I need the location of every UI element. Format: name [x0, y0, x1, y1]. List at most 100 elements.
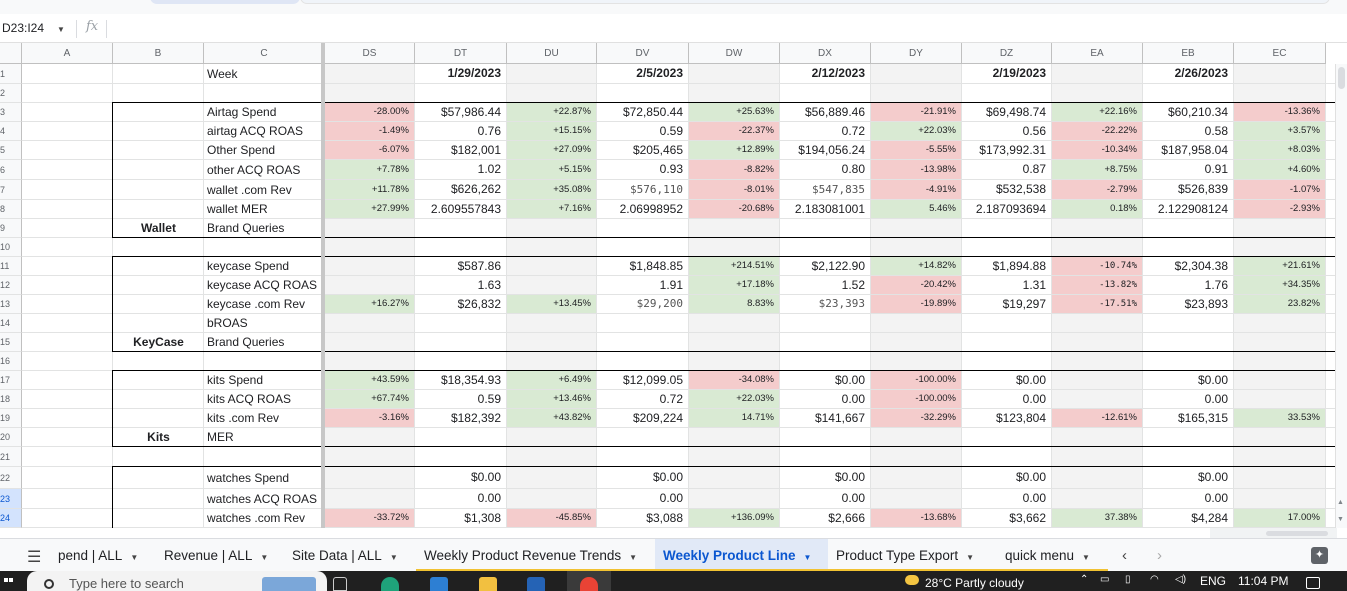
value-cell[interactable]: $123,804 [995, 411, 1046, 425]
pct-change-cell[interactable] [325, 84, 414, 102]
pct-change-cell[interactable]: +25.63% [689, 103, 779, 121]
value-cell[interactable]: 1.63 [477, 278, 501, 292]
value-cell[interactable] [597, 238, 688, 256]
sheet-tab[interactable]: Product Type Export ▼ [828, 539, 997, 572]
chevron-down-icon[interactable]: ▼ [260, 553, 269, 562]
pct-change-cell[interactable] [1052, 84, 1142, 102]
row-label[interactable]: bROAS [207, 316, 248, 330]
pct-change-cell[interactable] [325, 467, 414, 488]
pct-change-cell[interactable]: +13.45% [507, 295, 596, 313]
tab-scroll-right-icon[interactable]: › [1157, 547, 1162, 564]
row-header[interactable]: 23 [0, 489, 22, 509]
pct-change-cell[interactable]: -1.07% [1234, 180, 1325, 199]
volume-icon[interactable]: ◁) [1175, 574, 1187, 585]
row-header[interactable]: 5 [0, 141, 22, 160]
vertical-scrollbar[interactable] [1335, 64, 1347, 528]
pct-change-cell[interactable]: -19.89% [871, 295, 961, 313]
value-cell[interactable] [597, 447, 688, 466]
value-cell[interactable]: 0.00 [841, 392, 865, 406]
row-label[interactable]: kits Spend [207, 373, 264, 387]
value-cell[interactable] [962, 447, 1051, 466]
row-header[interactable]: 22 [0, 467, 22, 489]
pct-change-cell[interactable]: -10.34% [1052, 141, 1142, 159]
pct-change-cell[interactable]: 5.46% [871, 200, 961, 218]
pct-change-cell[interactable] [325, 352, 414, 370]
pct-change-cell[interactable]: +136.09% [689, 509, 779, 527]
pct-change-cell[interactable] [507, 447, 596, 466]
column-header[interactable]: C [204, 43, 325, 64]
pct-change-cell[interactable] [1052, 489, 1142, 508]
value-cell[interactable]: $26,832 [457, 297, 501, 311]
vertical-scroll-thumb[interactable] [1338, 67, 1345, 89]
pct-change-cell[interactable] [1052, 64, 1142, 83]
value-cell[interactable]: 0.56 [1022, 124, 1046, 138]
value-cell[interactable]: $1,308 [464, 511, 501, 525]
value-cell[interactable]: $23,893 [1184, 297, 1228, 311]
pct-change-cell[interactable] [507, 333, 596, 351]
value-cell[interactable]: 0.00 [1022, 392, 1046, 406]
value-cell[interactable]: 0.58 [1204, 124, 1228, 138]
row-label[interactable]: keycase .com Rev [207, 297, 306, 311]
value-cell[interactable]: 0.59 [659, 124, 683, 138]
mail-icon[interactable] [430, 577, 448, 591]
pct-change-cell[interactable] [871, 314, 961, 332]
value-cell[interactable]: $2,122.90 [811, 259, 865, 273]
pct-change-cell[interactable]: -6.07% [325, 141, 414, 159]
row-header[interactable]: 17 [0, 371, 22, 390]
pct-change-cell[interactable] [325, 428, 414, 446]
pct-change-cell[interactable] [1052, 467, 1142, 488]
row-header[interactable]: 14 [0, 314, 22, 333]
value-cell[interactable]: 2.609557843 [430, 202, 501, 216]
value-cell[interactable]: $3,662 [1009, 511, 1046, 525]
taskbar-search[interactable]: Type here to search [27, 571, 327, 591]
value-cell[interactable] [780, 447, 870, 466]
value-cell[interactable] [597, 84, 688, 102]
pct-change-cell[interactable]: +27.09% [507, 141, 596, 159]
pct-change-cell[interactable] [871, 428, 961, 446]
pct-change-cell[interactable]: +34.35% [1234, 276, 1325, 294]
pct-change-cell[interactable]: +3.57% [1234, 122, 1325, 140]
value-cell[interactable]: 1.31 [1022, 278, 1046, 292]
pct-change-cell[interactable] [507, 64, 596, 83]
pct-change-cell[interactable]: -8.01% [689, 180, 779, 199]
value-cell[interactable] [780, 352, 870, 370]
value-cell[interactable]: 2.06998952 [619, 202, 683, 216]
value-cell[interactable]: $3,088 [646, 511, 683, 525]
pct-change-cell[interactable]: -22.37% [689, 122, 779, 140]
pct-change-cell[interactable]: +17.18% [689, 276, 779, 294]
column-header[interactable]: DS [325, 43, 415, 64]
value-cell[interactable]: 0.87 [1022, 162, 1046, 176]
chevron-down-icon[interactable]: ▼ [629, 553, 638, 562]
group-label[interactable]: Kits [147, 430, 170, 444]
pct-change-cell[interactable] [1234, 352, 1325, 370]
row-label[interactable]: Other Spend [207, 143, 276, 157]
pct-change-cell[interactable]: 37.38% [1052, 509, 1142, 527]
pct-change-cell[interactable] [1234, 84, 1325, 102]
value-cell[interactable]: 0.00 [1204, 392, 1228, 406]
row-label[interactable]: wallet .com Rev [207, 183, 292, 197]
pct-change-cell[interactable]: +22.16% [1052, 103, 1142, 121]
scroll-down-icon[interactable]: ▼ [1337, 516, 1344, 523]
value-cell[interactable]: $141,667 [814, 411, 865, 425]
pct-change-cell[interactable]: +7.78% [325, 160, 414, 179]
column-header[interactable]: DV [597, 43, 689, 64]
column-header[interactable]: EB [1143, 43, 1234, 64]
row-header[interactable]: 13 [0, 295, 22, 314]
explore-icon[interactable]: ✦ [1311, 547, 1328, 564]
column-header[interactable]: DX [780, 43, 871, 64]
row-header[interactable]: 19 [0, 409, 22, 428]
pct-change-cell[interactable] [1234, 447, 1325, 466]
value-cell[interactable]: 2/19/2023 [992, 66, 1046, 80]
pct-change-cell[interactable] [1234, 64, 1325, 83]
pct-change-cell[interactable]: 33.53% [1234, 409, 1325, 427]
row-header[interactable]: 7 [0, 180, 22, 200]
row-header[interactable]: 1 [0, 64, 22, 84]
value-cell[interactable] [962, 352, 1051, 370]
value-cell[interactable]: $2,304.38 [1174, 259, 1228, 273]
pct-change-cell[interactable] [507, 428, 596, 446]
pct-change-cell[interactable] [689, 84, 779, 102]
pct-change-cell[interactable] [1234, 219, 1325, 237]
pct-change-cell[interactable] [1234, 428, 1325, 446]
value-cell[interactable]: $0.00 [1197, 373, 1228, 387]
pct-change-cell[interactable]: +214.51% [689, 257, 779, 275]
